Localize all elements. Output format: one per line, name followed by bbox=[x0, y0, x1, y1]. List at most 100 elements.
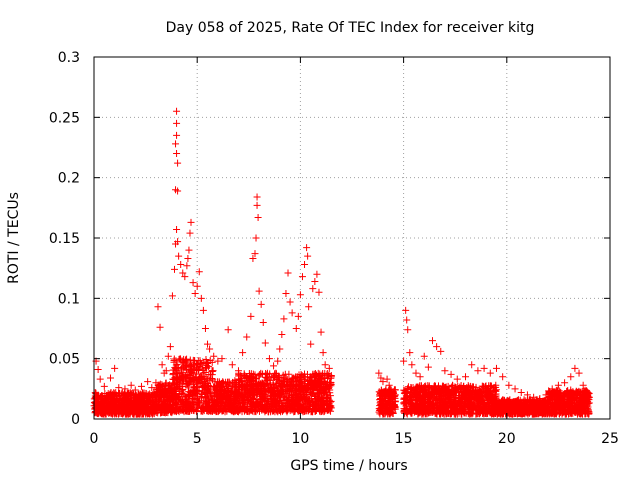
roti-point bbox=[158, 361, 166, 369]
roti-point bbox=[109, 404, 117, 412]
roti-point bbox=[254, 213, 262, 221]
roti-point bbox=[170, 265, 178, 273]
x-tick-label: 10 bbox=[291, 431, 309, 447]
x-tick-label: 5 bbox=[193, 431, 202, 447]
roti-point bbox=[257, 300, 265, 308]
roti-point bbox=[94, 407, 102, 415]
roti-point bbox=[109, 400, 117, 408]
roti-point bbox=[303, 244, 311, 252]
roti-point bbox=[210, 352, 218, 360]
roti-point bbox=[253, 193, 261, 201]
roti-point bbox=[173, 107, 181, 115]
roti-point bbox=[173, 119, 181, 127]
y-tick-label: 0.25 bbox=[49, 110, 80, 126]
roti-point bbox=[309, 285, 317, 293]
roti-point bbox=[103, 394, 111, 402]
roti-point bbox=[110, 397, 118, 405]
roti-point bbox=[453, 375, 461, 383]
roti-point bbox=[579, 381, 587, 389]
roti-point bbox=[193, 282, 201, 290]
x-tick-label: 25 bbox=[601, 431, 619, 447]
y-tick-label: 0.2 bbox=[58, 171, 80, 187]
roti-point bbox=[315, 288, 323, 296]
roti-point bbox=[172, 140, 180, 148]
roti-point bbox=[152, 405, 160, 413]
roti-point bbox=[186, 229, 194, 237]
roti-point bbox=[128, 404, 136, 412]
roti-point bbox=[94, 366, 102, 374]
grid-layer bbox=[94, 57, 610, 419]
roti-point bbox=[239, 349, 247, 357]
roti-point bbox=[321, 361, 329, 369]
roti-point bbox=[517, 388, 525, 396]
roti-point bbox=[201, 325, 209, 332]
roti-point bbox=[136, 410, 144, 418]
roti-point bbox=[166, 343, 174, 351]
roti-point bbox=[144, 378, 152, 386]
roti-point bbox=[313, 270, 321, 278]
roti-point bbox=[288, 309, 296, 317]
y-tick-label: 0.05 bbox=[49, 352, 80, 368]
roti-point bbox=[158, 394, 166, 402]
roti-point bbox=[319, 349, 327, 357]
roti-point bbox=[437, 347, 445, 355]
roti-point bbox=[126, 410, 134, 418]
roti-point bbox=[280, 315, 288, 323]
roti-point bbox=[184, 255, 192, 263]
x-axis-label: GPS time / hours bbox=[290, 458, 407, 474]
roti-point bbox=[100, 382, 108, 390]
roti-point bbox=[160, 399, 168, 407]
roti-point bbox=[276, 345, 284, 353]
roti-point bbox=[228, 361, 236, 369]
roti-point bbox=[158, 382, 166, 390]
roti-point bbox=[511, 385, 519, 393]
roti-point bbox=[282, 290, 290, 298]
roti-point bbox=[143, 399, 151, 407]
roti-point bbox=[98, 391, 106, 399]
roti-point bbox=[441, 367, 449, 375]
roti-point bbox=[274, 357, 282, 365]
roti-point bbox=[412, 369, 420, 377]
roti-point bbox=[278, 331, 286, 339]
roti-point bbox=[134, 403, 142, 411]
roti-point bbox=[173, 150, 181, 158]
x-tick-label: 20 bbox=[498, 431, 516, 447]
roti-point bbox=[144, 406, 152, 414]
roti-point bbox=[173, 131, 181, 139]
roti-point bbox=[403, 316, 411, 324]
roti-point bbox=[284, 269, 292, 277]
roti-point bbox=[177, 261, 185, 269]
roti-point bbox=[571, 364, 579, 372]
roti-point bbox=[505, 381, 513, 389]
roti-point bbox=[185, 246, 193, 254]
roti-point bbox=[567, 373, 575, 381]
roti-point bbox=[135, 409, 143, 417]
chart-title: Day 058 of 2025, Rate Of TEC Index for r… bbox=[166, 20, 535, 36]
roti-point bbox=[96, 400, 104, 408]
y-axis-label: ROTI / TECUs bbox=[6, 192, 22, 284]
roti-point bbox=[161, 389, 169, 397]
roti-point bbox=[255, 287, 263, 295]
roti-point bbox=[486, 369, 494, 377]
roti-point bbox=[462, 373, 470, 381]
roti-point bbox=[311, 277, 319, 285]
roti-point bbox=[402, 306, 410, 314]
roti-point bbox=[261, 339, 269, 347]
roti-point bbox=[325, 364, 333, 372]
y-tick-label: 0 bbox=[71, 412, 80, 428]
roti-point bbox=[189, 279, 197, 287]
roti-point bbox=[115, 384, 123, 392]
roti-point bbox=[404, 326, 412, 334]
roti-point bbox=[175, 252, 183, 260]
roti-point bbox=[499, 373, 507, 381]
y-tick-label: 0.1 bbox=[58, 291, 80, 307]
roti-point bbox=[296, 291, 304, 299]
roti-point bbox=[561, 379, 569, 387]
roti-point bbox=[416, 373, 424, 381]
roti-point bbox=[154, 303, 162, 311]
roti-point bbox=[447, 370, 455, 378]
roti-point bbox=[428, 337, 436, 345]
roti-point bbox=[304, 252, 312, 260]
roti-point bbox=[187, 218, 195, 226]
